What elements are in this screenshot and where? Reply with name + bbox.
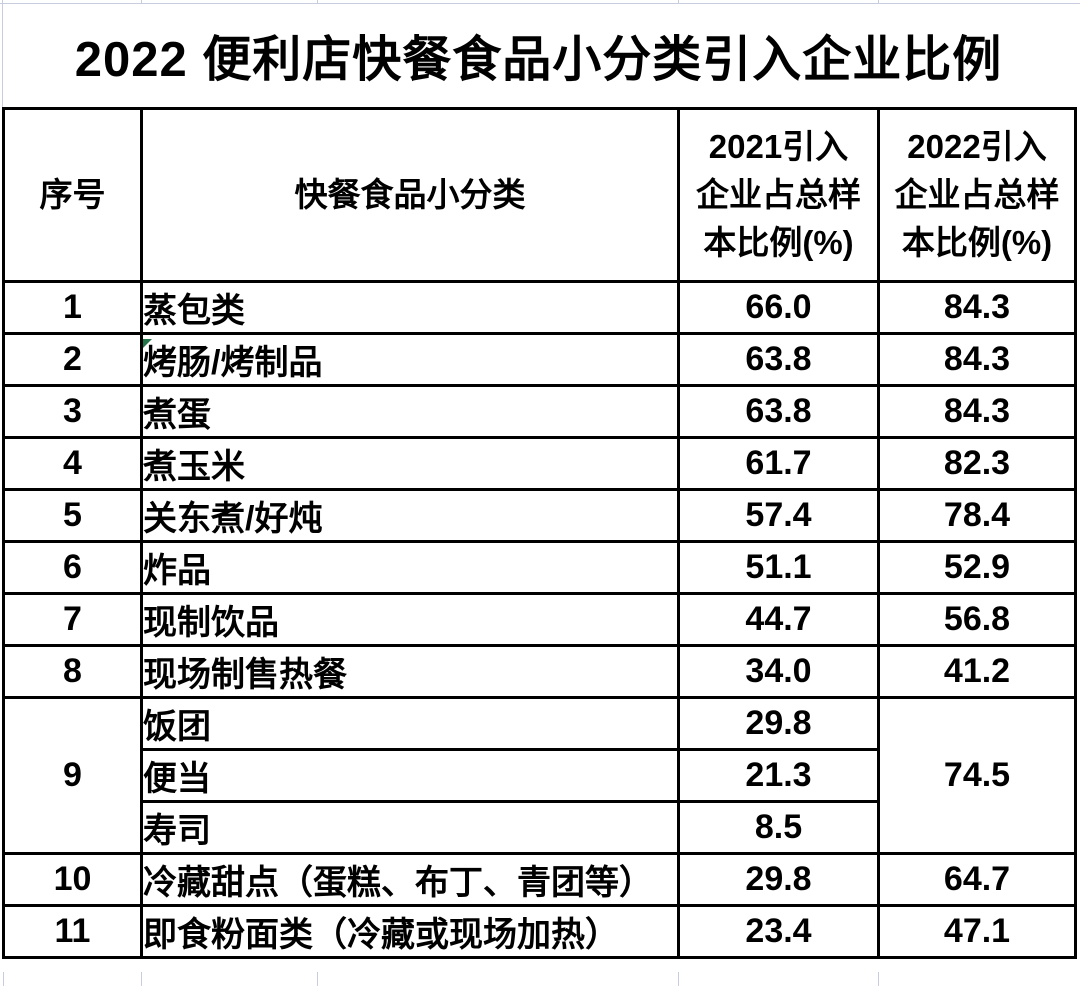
cell-category[interactable]: 便当 <box>140 748 680 803</box>
cell-category[interactable]: 炸品 <box>140 540 680 595</box>
table-row: 2 烤肠/烤制品 63.8 84.3 <box>2 332 1077 387</box>
table-row-merged-9: 9 饭团 29.8 74.5 <box>2 696 1077 855</box>
header-row: 序号 快餐食品小分类 2021引入 企业占总样 本比例(%) 2022引入 企业… <box>2 107 1077 283</box>
cell-2021[interactable]: 34.0 <box>677 644 880 699</box>
gridline-stub <box>878 0 879 4</box>
cell-category[interactable]: 现制饮品 <box>140 592 680 647</box>
cell-category[interactable]: 即食粉面类（冷藏或现场加热） <box>140 904 680 959</box>
cell-category[interactable]: 关东煮/好炖 <box>140 488 680 543</box>
cell-no[interactable]: 5 <box>2 488 143 543</box>
cell-2021[interactable]: 51.1 <box>677 540 880 595</box>
table-row: 11 即食粉面类（冷藏或现场加热） 23.4 47.1 <box>2 904 1077 959</box>
cell-2022[interactable]: 84.3 <box>877 384 1077 439</box>
cell-2021[interactable]: 66.0 <box>677 280 880 335</box>
cell-2022[interactable]: 78.4 <box>877 488 1077 543</box>
cell-2021[interactable]: 29.8 <box>677 852 880 907</box>
table-row: 5 关东煮/好炖 57.4 78.4 <box>2 488 1077 543</box>
cell-2021[interactable]: 23.4 <box>677 904 880 959</box>
table-row: 7 现制饮品 44.7 56.8 <box>2 592 1077 647</box>
table-row: 8 现场制售热餐 34.0 41.2 <box>2 644 1077 699</box>
header-cell-2022[interactable]: 2022引入 企业占总样 本比例(%) <box>877 107 1077 283</box>
table-row: 3 煮蛋 63.8 84.3 <box>2 384 1077 439</box>
gridline-stub <box>878 972 879 986</box>
cell-2021[interactable]: 44.7 <box>677 592 880 647</box>
cell-category[interactable]: 寿司 <box>140 800 680 855</box>
cell-no[interactable]: 2 <box>2 332 143 387</box>
table-row: 10 冷藏甜点（蛋糕、布丁、青团等） 29.8 64.7 <box>2 852 1077 907</box>
cell-2022[interactable]: 52.9 <box>877 540 1077 595</box>
cell-no[interactable]: 6 <box>2 540 143 595</box>
cell-category[interactable]: 煮蛋 <box>140 384 680 439</box>
cell-2022[interactable]: 64.7 <box>877 852 1077 907</box>
cell-no[interactable]: 3 <box>2 384 143 439</box>
table-row: 4 煮玉米 61.7 82.3 <box>2 436 1077 491</box>
gridline-top <box>0 3 1080 4</box>
table-row: 6 炸品 51.1 52.9 <box>2 540 1077 595</box>
cell-comment-flag-icon <box>143 339 152 348</box>
cell-2021[interactable]: 21.3 <box>677 748 880 803</box>
cell-no[interactable]: 8 <box>2 644 143 699</box>
cell-category[interactable]: 煮玉米 <box>140 436 680 491</box>
cell-no[interactable]: 10 <box>2 852 143 907</box>
table-row-merged-9: 便当 21.3 <box>4 748 1076 803</box>
gridline-stub <box>678 972 679 986</box>
cell-2022-merged[interactable]: 74.5 <box>877 696 1077 855</box>
cell-category[interactable]: 现场制售热餐 <box>140 644 680 699</box>
table-row-merged-9: 寿司 8.5 <box>4 800 1076 855</box>
cell-no-merged[interactable]: 9 <box>2 696 143 855</box>
gridline-stub <box>317 972 318 986</box>
cell-no[interactable]: 4 <box>2 436 143 491</box>
cell-2022[interactable]: 84.3 <box>877 280 1077 335</box>
gridline-stub <box>678 0 679 4</box>
gridline-stub <box>141 972 142 986</box>
cell-no[interactable]: 1 <box>2 280 143 335</box>
cell-2021[interactable]: 63.8 <box>677 384 880 439</box>
table-row: 1 蒸包类 66.0 84.3 <box>2 280 1077 335</box>
gridline-stub <box>317 0 318 4</box>
cell-2022[interactable]: 47.1 <box>877 904 1077 959</box>
data-table: 序号 快餐食品小分类 2021引入 企业占总样 本比例(%) 2022引入 企业… <box>2 107 1077 959</box>
cell-category[interactable]: 蒸包类 <box>140 280 680 335</box>
cell-2022[interactable]: 82.3 <box>877 436 1077 491</box>
cell-2022[interactable]: 84.3 <box>877 332 1077 387</box>
page-title[interactable]: 2022 便利店快餐食品小分类引入企业比例 <box>74 32 1003 87</box>
cell-category[interactable]: 烤肠/烤制品 <box>140 332 680 387</box>
cell-2021[interactable]: 57.4 <box>677 488 880 543</box>
header-cell-no[interactable]: 序号 <box>2 107 143 283</box>
cell-2021[interactable]: 29.8 <box>677 696 880 751</box>
gridline-left <box>2 0 3 107</box>
header-cell-category[interactable]: 快餐食品小分类 <box>140 107 680 283</box>
cell-2021[interactable]: 61.7 <box>677 436 880 491</box>
cell-category[interactable]: 饭团 <box>140 696 680 751</box>
cell-2021[interactable]: 63.8 <box>677 332 880 387</box>
cell-2021[interactable]: 8.5 <box>677 800 880 855</box>
gridline-stub <box>3 972 4 986</box>
cell-no[interactable]: 11 <box>2 904 143 959</box>
cell-no[interactable]: 7 <box>2 592 143 647</box>
cell-category[interactable]: 冷藏甜点（蛋糕、布丁、青团等） <box>140 852 680 907</box>
cell-2022[interactable]: 56.8 <box>877 592 1077 647</box>
header-cell-2021[interactable]: 2021引入 企业占总样 本比例(%) <box>677 107 880 283</box>
cell-2022[interactable]: 41.2 <box>877 644 1077 699</box>
gridline-stub <box>141 0 142 4</box>
